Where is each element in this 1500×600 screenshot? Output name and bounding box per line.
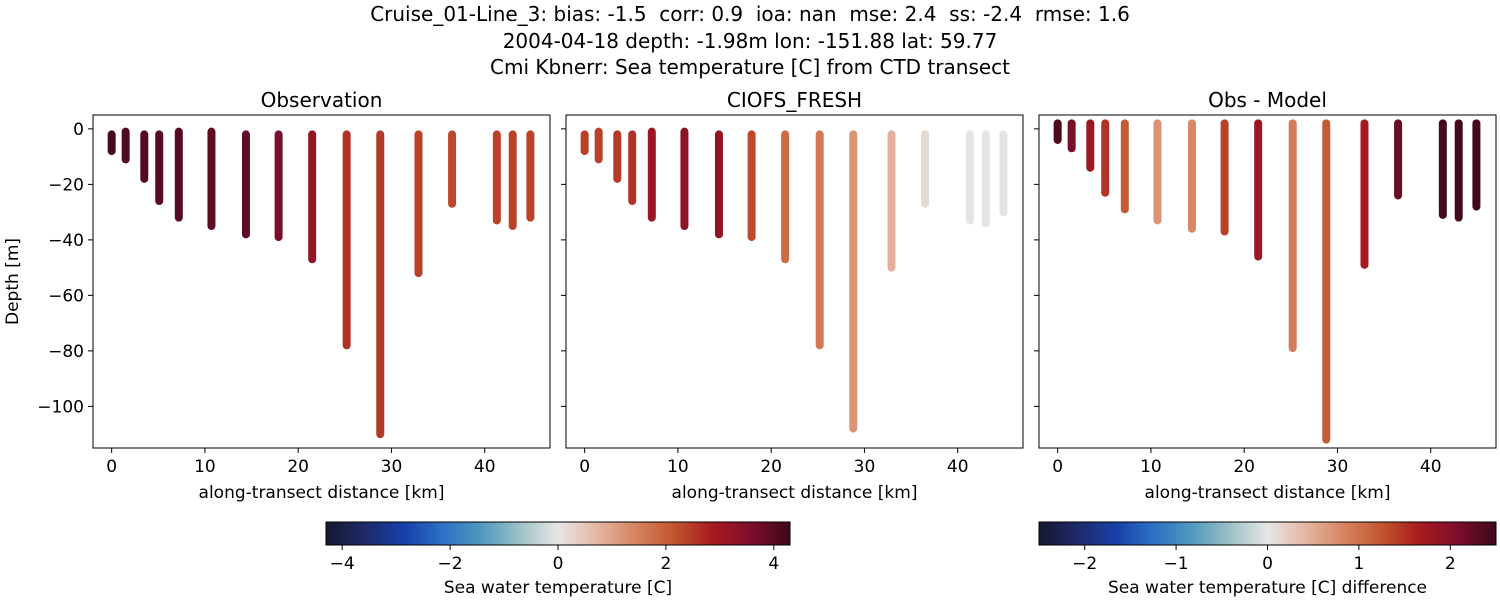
x-tick-label: 0 bbox=[579, 457, 590, 477]
x-axis-label: along-transect distance [km] bbox=[672, 483, 918, 503]
y-tick-label: −40 bbox=[48, 231, 84, 251]
x-tick-label: 20 bbox=[760, 457, 782, 477]
x-tick-label: 10 bbox=[194, 457, 216, 477]
colorbar-tick-label: 2 bbox=[1445, 554, 1456, 574]
figure-title-line-3: Cmi Kbnerr: Sea temperature [C] from CTD… bbox=[490, 55, 1010, 79]
y-tick-label: −60 bbox=[48, 286, 84, 306]
colorbar-gradient bbox=[325, 521, 791, 546]
x-tick-label: 30 bbox=[381, 457, 403, 477]
colorbar-tick-label: −2 bbox=[438, 554, 463, 574]
x-tick-label: 40 bbox=[474, 457, 496, 477]
figure-title-line-2: 2004-04-18 depth: -1.98m lon: -151.88 la… bbox=[502, 29, 998, 53]
colorbar-tick-label: 0 bbox=[1262, 554, 1273, 574]
data-profiles bbox=[107, 127, 535, 439]
plot-frame bbox=[565, 114, 1024, 449]
x-tick-label: 20 bbox=[1233, 457, 1255, 477]
colorbar-tick-label: −2 bbox=[1072, 554, 1097, 574]
colorbar-tick-label: 4 bbox=[768, 554, 779, 574]
panel-3: 0 10 20 30 40 Obs - Model along-transect dista… bbox=[1034, 88, 1497, 503]
colorbar-2: −2 −1 0 1 2 Sea water temperature [C] differe… bbox=[1038, 521, 1497, 598]
colorbar-gradient bbox=[1038, 521, 1497, 546]
x-tick-label: 0 bbox=[1052, 457, 1063, 477]
colorbar-tick-label: 1 bbox=[1353, 554, 1364, 574]
y-tick-label: −100 bbox=[37, 397, 84, 417]
colorbar-tick-label: 0 bbox=[553, 554, 564, 574]
panel-2: 0 10 20 30 40 CIOFS_FRESH along-transect dista… bbox=[561, 88, 1024, 503]
colorbar-tick-label: 2 bbox=[660, 554, 671, 574]
x-tick-label: 40 bbox=[1420, 457, 1442, 477]
y-tick-label: 0 bbox=[73, 120, 84, 140]
colorbar-1: −4 −2 0 2 4 Sea water temperature [C] bbox=[325, 521, 791, 598]
y-tick-label: −20 bbox=[48, 175, 84, 195]
x-tick-label: 30 bbox=[854, 457, 876, 477]
plot-frame bbox=[1038, 114, 1497, 449]
data-profiles bbox=[1053, 119, 1481, 444]
colorbar-tick-label: −4 bbox=[330, 554, 355, 574]
x-tick-label: 10 bbox=[1140, 457, 1162, 477]
x-tick-label: 10 bbox=[667, 457, 689, 477]
plot-frame bbox=[92, 114, 551, 449]
x-tick-label: 30 bbox=[1327, 457, 1349, 477]
colorbar-label: Sea water temperature [C] bbox=[444, 578, 672, 598]
panel-title: Obs - Model bbox=[1208, 88, 1327, 112]
figure-title-line-1: Cruise_01-Line_3: bias: -1.5 corr: 0.9 i… bbox=[370, 2, 1130, 26]
panel-title: CIOFS_FRESH bbox=[727, 88, 862, 112]
x-tick-label: 20 bbox=[287, 457, 309, 477]
data-profiles bbox=[580, 127, 1008, 433]
x-axis-label: along-transect distance [km] bbox=[1145, 483, 1391, 503]
x-axis-label: along-transect distance [km] bbox=[199, 483, 445, 503]
x-tick-label: 0 bbox=[106, 457, 117, 477]
y-axis-label: Depth [m] bbox=[3, 238, 23, 325]
panel-1: 0 10 20 30 40 0 −20 −40 −60 −80 −100 Observation alo… bbox=[3, 88, 551, 503]
panel-title: Observation bbox=[261, 88, 383, 112]
colorbar-tick-label: −1 bbox=[1164, 554, 1189, 574]
colorbar-label: Sea water temperature [C] difference bbox=[1108, 578, 1427, 598]
x-tick-label: 40 bbox=[947, 457, 969, 477]
y-tick-label: −80 bbox=[48, 342, 84, 362]
